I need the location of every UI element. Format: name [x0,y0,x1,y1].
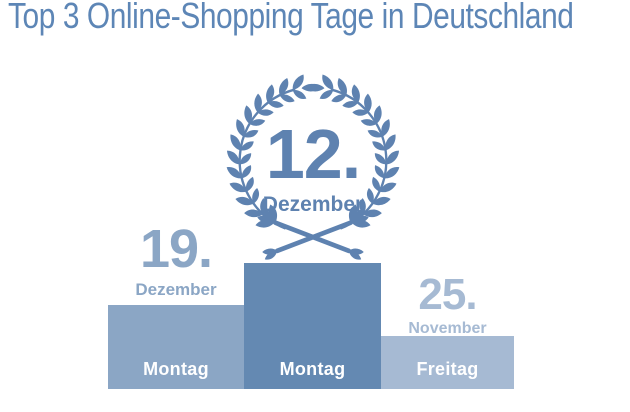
first-place-label: 12. Dezember [233,119,393,215]
second-place-label: 19. Dezember [108,222,244,298]
laurel-wreath-icon [226,74,400,260]
first-place-day: 12. [265,115,361,193]
page-title: Top 3 Online-Shopping Tage in Deutschlan… [8,0,574,36]
podium-bar-rank2: Montag [108,305,244,389]
third-place-month: November [408,320,487,337]
podium-bar-rank3: Freitag [381,336,514,389]
rank2-weekday-label: Montag [143,359,209,379]
third-place-day: 25. [418,270,477,319]
rank1-weekday-label: Montag [279,359,346,379]
second-place-day: 19. [139,219,213,279]
first-place-month: Dezember [262,193,364,216]
third-place-label: 25. November [381,273,514,337]
second-place-month: Dezember [135,280,217,299]
rank3-weekday-label: Freitag [416,359,479,379]
podium-bar-rank1: Montag [244,263,381,389]
